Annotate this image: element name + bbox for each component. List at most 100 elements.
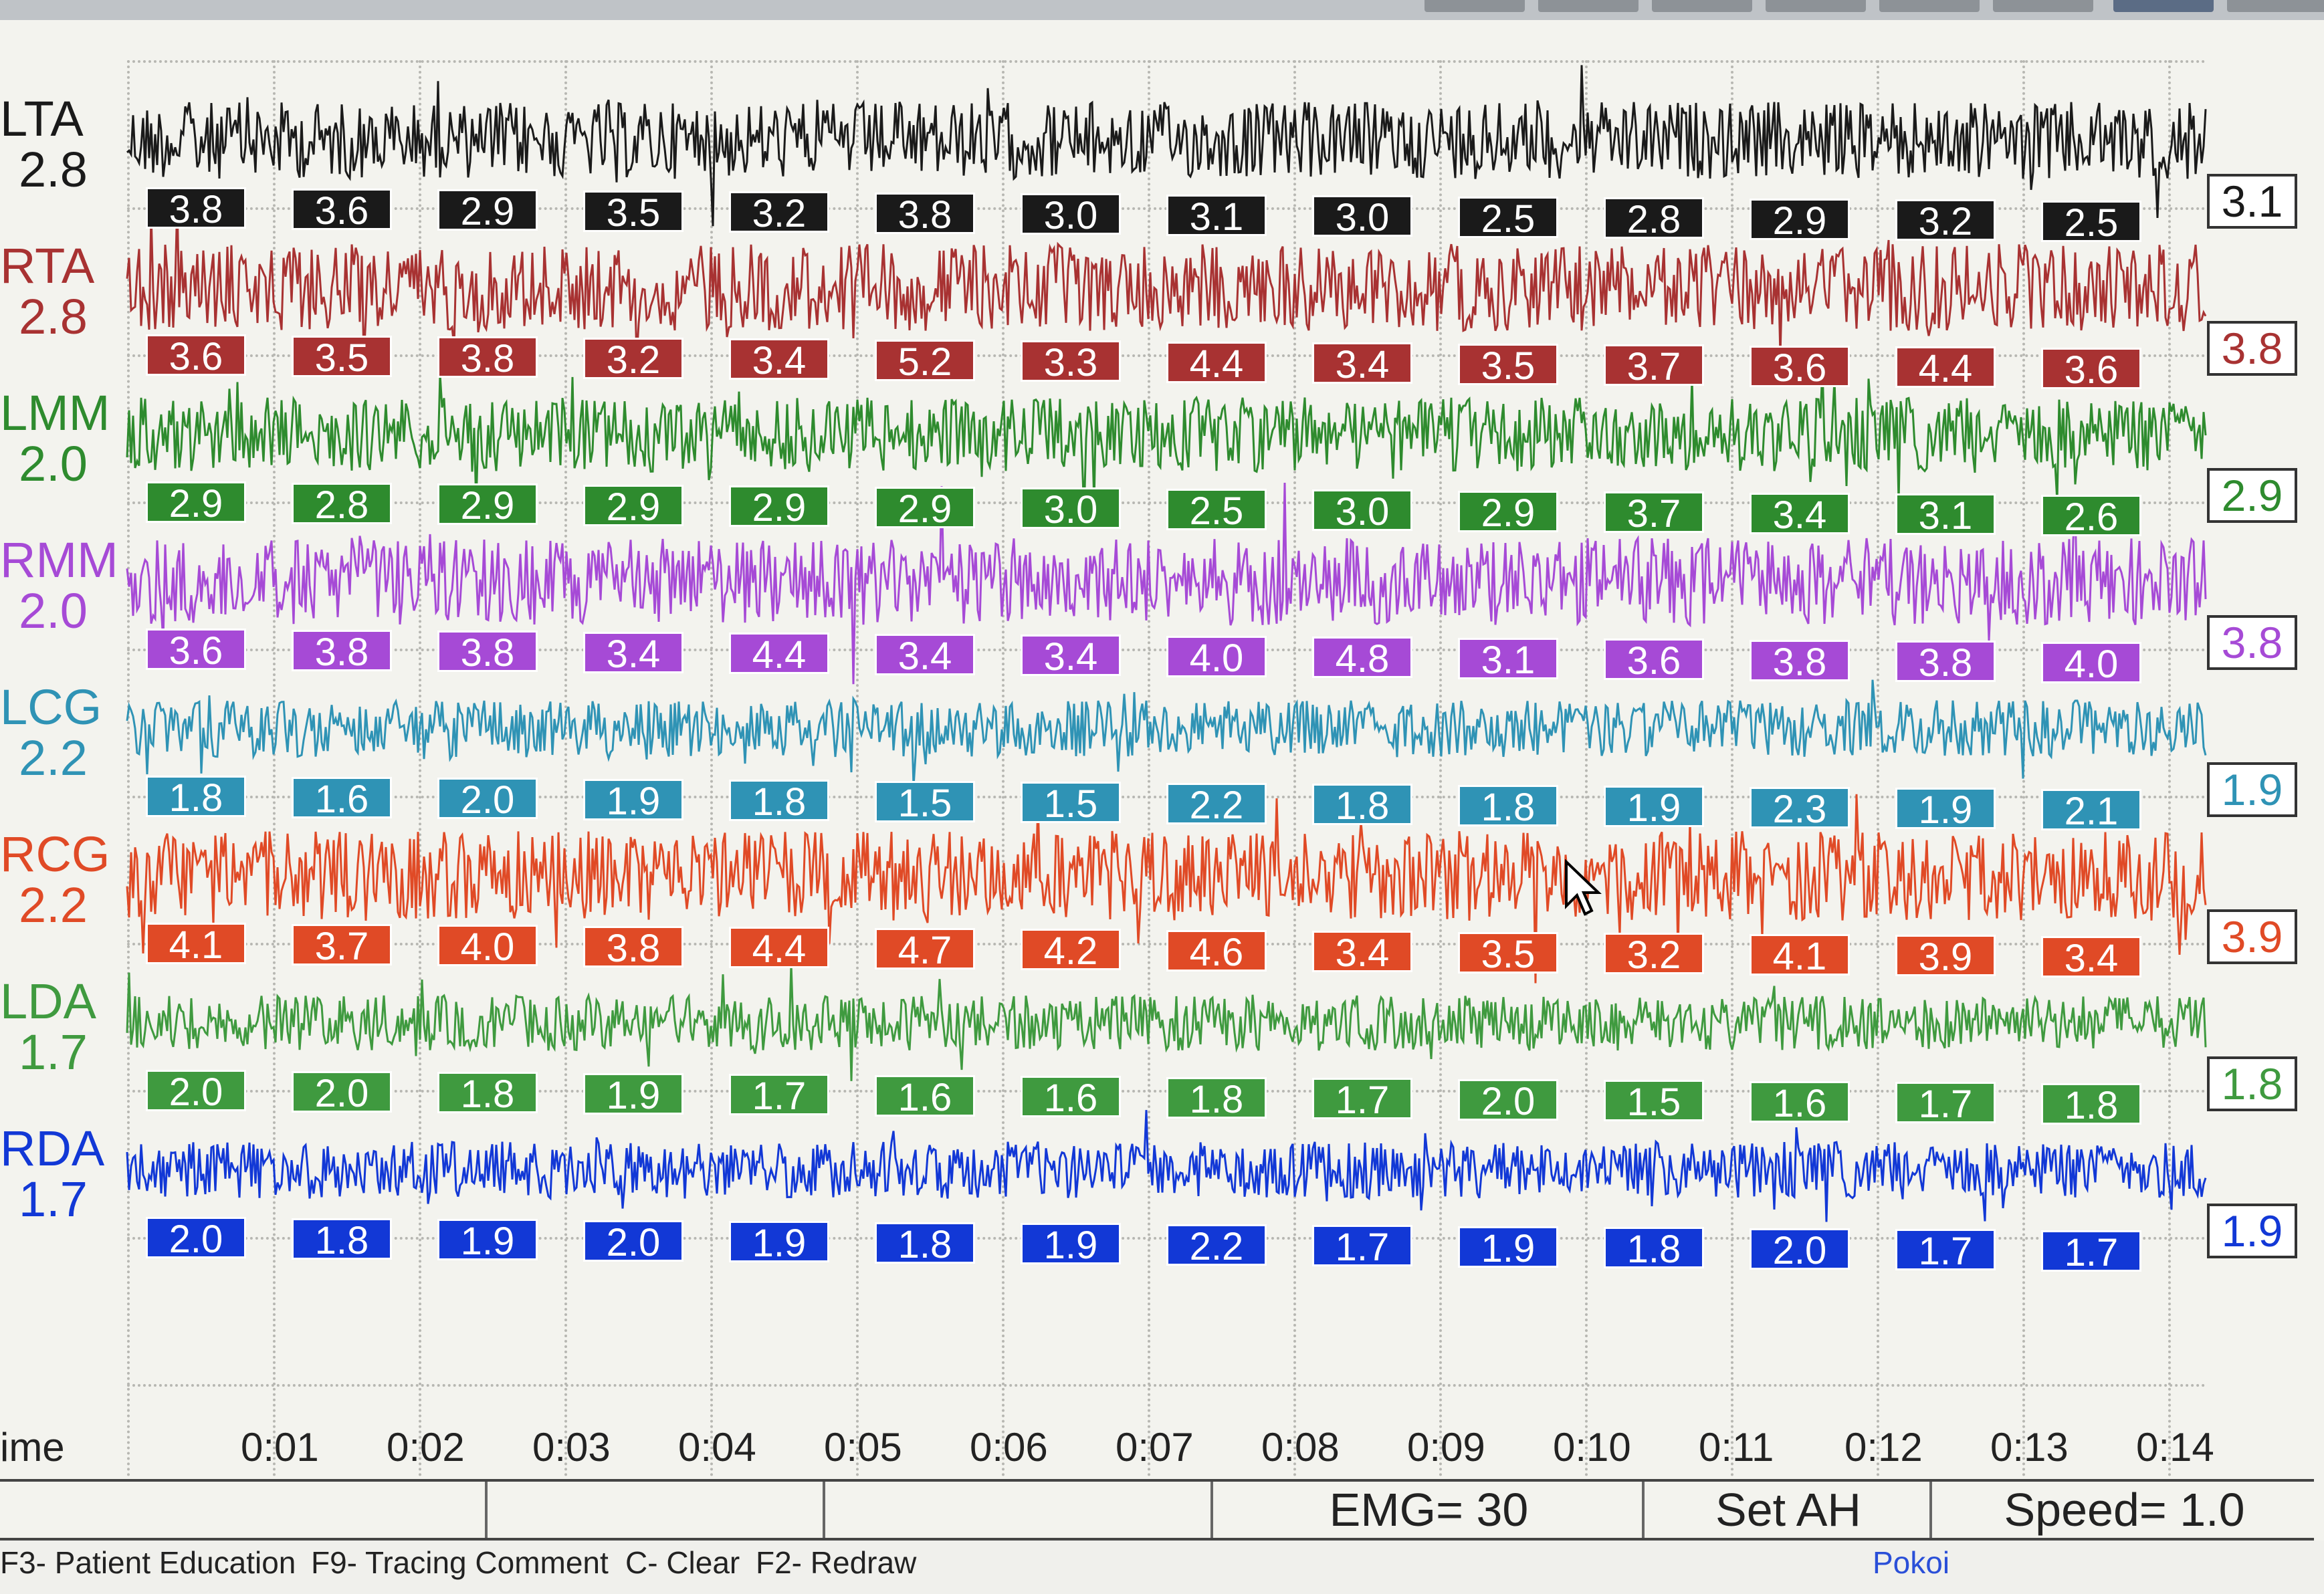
- channel-label: RMM 2.0: [0, 535, 127, 637]
- time-tick: 0:01: [241, 1425, 319, 1470]
- segment-value-box: 3.8: [437, 631, 538, 674]
- segment-value-box: 2.0: [1750, 1228, 1850, 1272]
- segment-value-box: 5.2: [875, 340, 975, 383]
- segment-value-box: 2.9: [437, 189, 538, 233]
- segment-value-box: 1.8: [146, 776, 246, 819]
- patient-education-key[interactable]: F3- Patient Education: [0, 1545, 296, 1580]
- segment-value-box: 3.5: [1458, 344, 1558, 387]
- clear-key[interactable]: C- Clear: [625, 1545, 740, 1580]
- toolbar-button[interactable]: [1879, 0, 1980, 12]
- tracing-comment-key[interactable]: F9- Tracing Comment: [311, 1545, 609, 1580]
- time-tick: 0:07: [1116, 1425, 1194, 1470]
- segment-value-box: 3.4: [729, 338, 829, 382]
- segment-value-box: 2.9: [437, 483, 538, 527]
- segment-value-box: 3.8: [292, 630, 392, 673]
- toolbar-button[interactable]: [2227, 0, 2324, 12]
- segment-value-box: 2.0: [292, 1071, 392, 1115]
- segment-value-box: 1.8: [1458, 785, 1558, 828]
- current-value-box: 3.8: [2207, 615, 2297, 670]
- toolbar-button[interactable]: [2113, 0, 2214, 12]
- segment-value-box: 4.8: [1312, 637, 1412, 680]
- segment-value-box: 1.6: [292, 777, 392, 820]
- emg-traces: [126, 65, 2207, 1222]
- emg-trace-rda: [126, 1110, 2207, 1222]
- time-tick: 0:12: [1844, 1425, 1923, 1470]
- toolbar-button[interactable]: [1993, 0, 2093, 12]
- grid-line: [1585, 60, 1588, 1478]
- toolbar-button[interactable]: [1424, 0, 1525, 12]
- segment-value-box: 2.5: [2041, 201, 2141, 244]
- channel-label: LDA 1.7: [0, 976, 127, 1078]
- segment-value-box: 2.2: [1166, 783, 1267, 826]
- channel-name: LDA: [0, 974, 96, 1029]
- toolbar-button[interactable]: [1766, 0, 1866, 12]
- segment-value-box: 1.8: [2041, 1083, 2141, 1127]
- brand-label: Pokoi: [1873, 1545, 1950, 1580]
- segment-value-box: 1.8: [292, 1218, 392, 1262]
- channel-baseline-value: 2.0: [19, 436, 88, 491]
- segment-value-box: 3.8: [875, 193, 975, 236]
- segment-value-box: 3.4: [875, 634, 975, 677]
- segment-value-box: 1.9: [583, 1073, 683, 1117]
- channel-name: RTA: [0, 238, 95, 294]
- toolbar-button[interactable]: [1652, 0, 1752, 12]
- current-value-box: 2.9: [2207, 468, 2297, 523]
- grid-line: [1877, 60, 1879, 1478]
- segment-value-box: 1.5: [1021, 782, 1121, 825]
- grid-line: [127, 1384, 2207, 1387]
- grid-line: [856, 60, 859, 1478]
- current-value-box: 1.9: [2207, 762, 2297, 817]
- segment-value-box: 3.6: [146, 629, 246, 672]
- grid-line: [1439, 60, 1442, 1478]
- status-bar: EMG= 30 Set AH Speed= 1.0: [0, 1479, 2314, 1541]
- emg-trace-lcg: [126, 679, 2207, 787]
- segment-value-box: 3.4: [2041, 936, 2141, 980]
- grid-line: [1731, 60, 1733, 1478]
- segment-value-box: 2.0: [583, 1220, 683, 1264]
- grid-line: [1148, 60, 1150, 1478]
- segment-value-box: 2.8: [292, 483, 392, 526]
- segment-value-box: 4.0: [437, 925, 538, 968]
- segment-value-box: 3.4: [1750, 493, 1850, 536]
- grid-line: [1002, 60, 1005, 1478]
- segment-value-box: 3.5: [1458, 932, 1558, 976]
- segment-value-box: 3.7: [292, 924, 392, 967]
- segment-value-box: 3.4: [1312, 931, 1412, 974]
- segment-value-box: 3.1: [1895, 493, 1996, 537]
- segment-value-box: 2.6: [2041, 495, 2141, 538]
- segment-value-box: 2.9: [875, 487, 975, 530]
- segment-value-box: 4.7: [875, 928, 975, 972]
- function-key-bar: F3- Patient Education F9- Tracing Commen…: [0, 1541, 2324, 1594]
- segment-value-box: 1.8: [729, 780, 829, 823]
- segment-value-box: 3.6: [2041, 348, 2141, 391]
- channel-name: LCG: [0, 679, 102, 735]
- channel-label: LMM 2.0: [0, 388, 127, 489]
- segment-value-box: 4.4: [1166, 342, 1267, 385]
- channel-name: RCG: [0, 826, 110, 882]
- channel-baseline-value: 2.2: [19, 730, 88, 786]
- segment-value-box: 2.9: [729, 485, 829, 529]
- toolbar-button[interactable]: [1538, 0, 1639, 12]
- time-tick: 0:10: [1553, 1425, 1631, 1470]
- speed-status: Speed= 1.0: [1929, 1482, 2317, 1538]
- segment-value-box: 1.9: [729, 1221, 829, 1264]
- segment-value-box: 2.9: [146, 481, 246, 525]
- segment-value-box: 1.8: [437, 1072, 538, 1115]
- segment-value-box: 1.8: [875, 1222, 975, 1266]
- segment-value-box: 4.4: [1895, 346, 1996, 390]
- channel-baseline-value: 2.0: [19, 583, 88, 639]
- current-value-box: 3.8: [2207, 321, 2297, 376]
- emg-trace-area: LTA 2.8 3.8 3.6 2.9 3.5 3.2 3.8 3.0 3.1 3.0 2.5 2.8 2…: [0, 20, 2324, 1478]
- segment-value-box: 3.2: [729, 191, 829, 235]
- segment-value-box: 3.8: [583, 926, 683, 970]
- current-value-box: 1.9: [2207, 1204, 2297, 1258]
- segment-value-box: 1.6: [1750, 1081, 1850, 1125]
- time-axis-label: ime: [0, 1425, 65, 1470]
- redraw-key[interactable]: F2- Redraw: [756, 1545, 917, 1580]
- segment-value-box: 1.7: [1895, 1082, 1996, 1125]
- segment-value-box: 3.0: [1021, 487, 1121, 531]
- channel-baseline-value: 2.8: [19, 289, 88, 344]
- segment-value-box: 3.7: [1604, 344, 1704, 388]
- segment-value-box: 3.8: [1895, 641, 1996, 684]
- segment-value-box: 4.4: [729, 927, 829, 970]
